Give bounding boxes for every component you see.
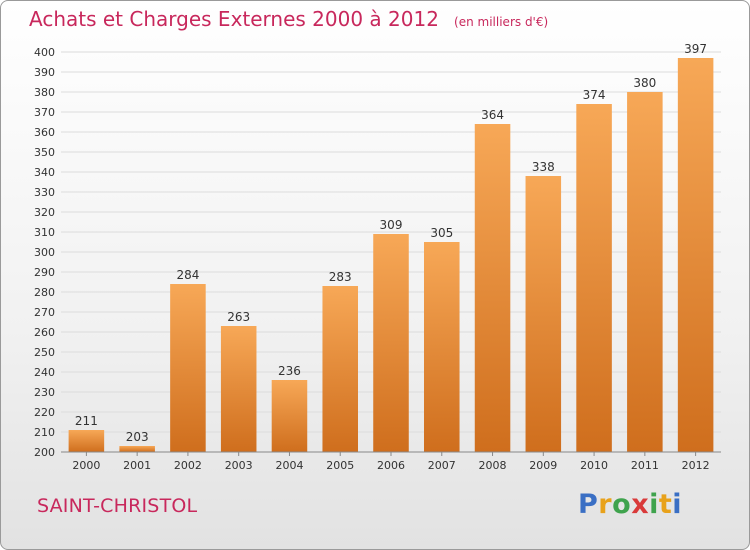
bar-2003 xyxy=(220,326,257,452)
y-tick-label: 220 xyxy=(34,406,55,419)
data-label-2007: 305 xyxy=(430,226,453,240)
y-tick-label: 250 xyxy=(34,346,55,359)
data-label-2005: 283 xyxy=(329,270,352,284)
x-tick-label-2012: 2012 xyxy=(682,459,710,472)
x-tick-label-2008: 2008 xyxy=(479,459,507,472)
y-tick-label: 310 xyxy=(34,226,55,239)
commune-name: SAINT-CHRISTOL xyxy=(37,495,198,517)
bar-2011 xyxy=(627,92,663,452)
chart-title: Achats et Charges Externes 2000 à 2012 xyxy=(29,7,439,31)
data-label-2000: 211 xyxy=(75,414,98,428)
data-label-2011: 380 xyxy=(633,76,656,90)
data-label-2003: 263 xyxy=(227,310,250,324)
y-tick-label: 390 xyxy=(34,66,55,79)
x-axis-ticks: 2000 2001 2002 2003 2004 2005 2006 2007 2008 2009… xyxy=(72,452,710,472)
data-label-2002: 284 xyxy=(176,268,199,282)
data-label-2004: 236 xyxy=(278,364,301,378)
x-tick-label-2010: 2010 xyxy=(580,459,608,472)
chart-title-block: Achats et Charges Externes 2000 à 2012 (… xyxy=(29,7,548,31)
x-tick-label-2000: 2000 xyxy=(72,459,100,472)
proxiti-logo: Proxiti xyxy=(578,489,682,520)
bar-2001 xyxy=(119,446,155,452)
y-tick-label: 240 xyxy=(34,366,55,379)
x-tick-label-2009: 2009 xyxy=(529,459,557,472)
x-tick-label-2003: 2003 xyxy=(225,459,253,472)
logo-letter: t xyxy=(658,489,673,520)
y-tick-label: 210 xyxy=(34,426,55,439)
bar-2004 xyxy=(271,380,308,452)
y-tick-label: 370 xyxy=(34,106,55,119)
y-tick-label: 350 xyxy=(34,146,55,159)
data-label-2010: 374 xyxy=(583,88,606,102)
logo-letter: P xyxy=(578,489,599,520)
bar-chart: 200 210 220 230 240 250 260 270 280 290 300 310 320 3… xyxy=(34,42,721,472)
logo-letter: o xyxy=(612,489,632,520)
logo-letter: i xyxy=(672,489,683,520)
bars xyxy=(68,58,714,452)
y-tick-label: 330 xyxy=(34,186,55,199)
x-tick-label-2007: 2007 xyxy=(428,459,456,472)
y-tick-label: 270 xyxy=(34,306,55,319)
bar-2007 xyxy=(424,242,460,452)
x-tick-label-2002: 2002 xyxy=(174,459,202,472)
y-tick-label: 300 xyxy=(34,246,55,259)
bar-2006 xyxy=(373,234,409,452)
y-tick-label: 320 xyxy=(34,206,55,219)
bar-2012 xyxy=(677,58,714,452)
y-tick-label: 400 xyxy=(34,46,55,59)
data-label-2012: 397 xyxy=(684,42,707,56)
y-tick-label: 230 xyxy=(34,386,55,399)
y-tick-label: 290 xyxy=(34,266,55,279)
data-label-2001: 203 xyxy=(126,430,149,444)
y-tick-label: 200 xyxy=(34,446,55,459)
data-label-2009: 338 xyxy=(532,160,555,174)
x-tick-label-2005: 2005 xyxy=(326,459,354,472)
bar-2008 xyxy=(474,124,511,452)
bar-2010 xyxy=(576,104,612,452)
x-tick-label-2001: 2001 xyxy=(123,459,151,472)
x-tick-label-2004: 2004 xyxy=(275,459,303,472)
bar-2009 xyxy=(525,176,562,452)
data-label-2006: 309 xyxy=(380,218,403,232)
x-tick-label-2006: 2006 xyxy=(377,459,405,472)
data-label-2008: 364 xyxy=(481,108,504,122)
y-tick-label: 260 xyxy=(34,326,55,339)
y-axis-ticks: 200 210 220 230 240 250 260 270 280 290 300 310 320 3… xyxy=(34,46,55,459)
bar-2000 xyxy=(68,430,105,452)
y-tick-label: 360 xyxy=(34,126,55,139)
bar-2005 xyxy=(322,286,358,452)
logo-letter: x xyxy=(631,489,650,520)
chart-subtitle: (en milliers d'€) xyxy=(454,15,549,29)
logo-letter: r xyxy=(598,489,613,520)
y-tick-label: 380 xyxy=(34,86,55,99)
x-tick-label-2011: 2011 xyxy=(631,459,659,472)
y-tick-label: 280 xyxy=(34,286,55,299)
data-labels: 211 203 284 263 236 283 309 305 364 338 374 380 397 xyxy=(75,42,707,444)
bar-2002 xyxy=(170,284,206,452)
logo-letter: i xyxy=(649,489,659,520)
y-tick-label: 340 xyxy=(34,166,55,179)
